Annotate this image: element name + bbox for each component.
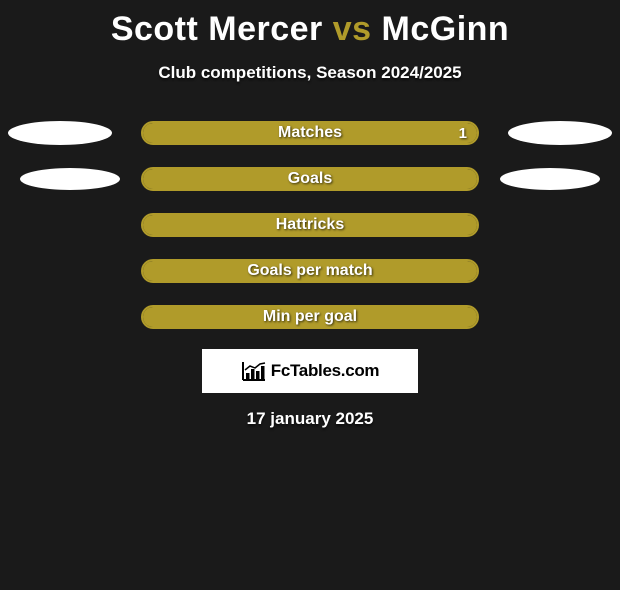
stat-bar: Goals per match bbox=[141, 259, 479, 283]
stat-bar: Goals bbox=[141, 167, 479, 191]
stat-bar: Hattricks bbox=[141, 213, 479, 237]
stat-bar: Matches 1 bbox=[141, 121, 479, 145]
right-ellipse bbox=[500, 168, 600, 190]
brand-text: FcTables.com bbox=[271, 361, 380, 381]
stat-label: Hattricks bbox=[276, 216, 344, 234]
stat-label: Goals bbox=[288, 170, 332, 188]
date-label: 17 january 2025 bbox=[0, 409, 620, 429]
player2-name: McGinn bbox=[382, 10, 510, 48]
chart-icon bbox=[241, 360, 267, 382]
stat-row: Goals bbox=[0, 167, 620, 191]
stat-row: Matches 1 bbox=[0, 121, 620, 145]
stat-row: Min per goal bbox=[0, 305, 620, 329]
right-value: 1 bbox=[459, 125, 467, 142]
vs-label: vs bbox=[333, 10, 372, 48]
stat-label: Goals per match bbox=[247, 262, 372, 280]
right-ellipse bbox=[508, 121, 612, 145]
brand-box: FcTables.com bbox=[202, 349, 418, 393]
player1-name: Scott Mercer bbox=[111, 10, 323, 48]
stat-label: Matches bbox=[278, 124, 342, 142]
stat-row: Hattricks bbox=[0, 213, 620, 237]
left-ellipse bbox=[8, 121, 112, 145]
stat-label: Min per goal bbox=[263, 308, 357, 326]
stat-bar: Min per goal bbox=[141, 305, 479, 329]
left-ellipse bbox=[20, 168, 120, 190]
subtitle: Club competitions, Season 2024/2025 bbox=[0, 63, 620, 83]
stat-rows: Matches 1 Goals Hattricks Goals per match Min… bbox=[0, 121, 620, 329]
page-title: Scott Mercer vs McGinn bbox=[0, 10, 620, 49]
stat-row: Goals per match bbox=[0, 259, 620, 283]
